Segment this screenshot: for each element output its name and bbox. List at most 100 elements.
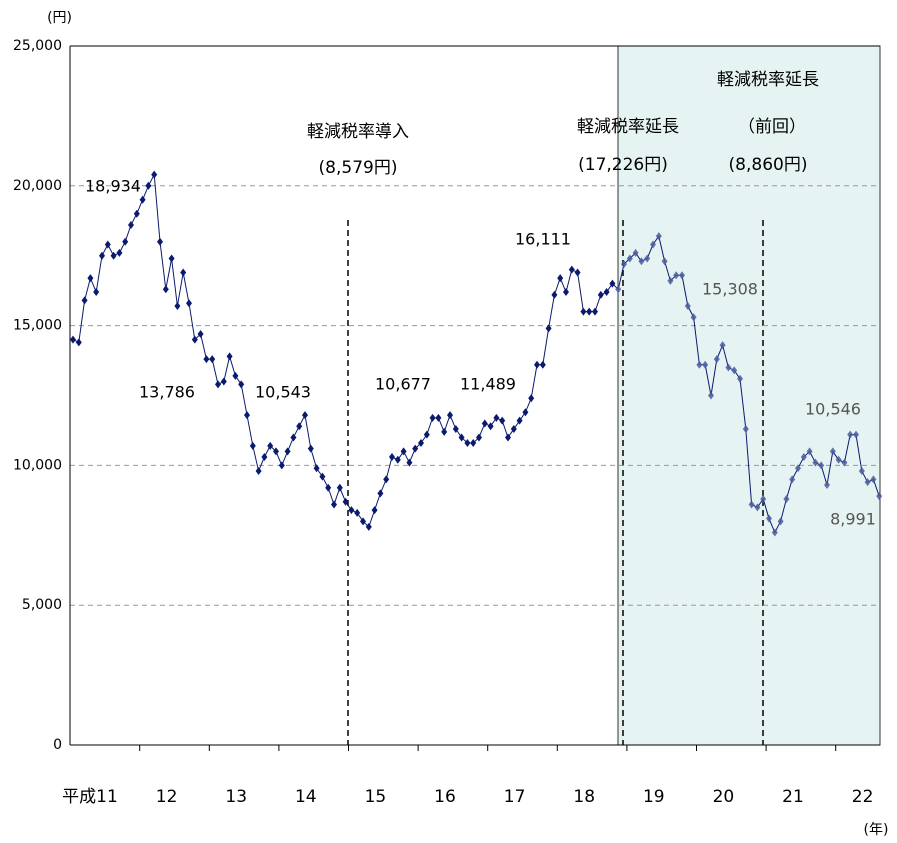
data-point (342, 497, 349, 506)
data-point (197, 329, 204, 338)
x-tick-label: 18 (573, 787, 595, 807)
annotation: 軽減税率延長 (717, 70, 819, 90)
x-tick-label: 21 (782, 787, 804, 807)
data-point (818, 461, 825, 470)
y-tick-label: 15,000 (13, 318, 62, 334)
x-tick-label: 14 (295, 787, 317, 807)
data-point (725, 363, 732, 372)
data-point (667, 276, 674, 285)
data-point (168, 254, 175, 263)
data-point (383, 475, 390, 484)
data-point (429, 413, 436, 422)
data-point (244, 411, 250, 420)
data-point (273, 447, 279, 456)
annotation: (8,860円) (729, 155, 808, 175)
data-point (319, 472, 326, 481)
data-point (336, 483, 343, 492)
data-point (75, 338, 82, 347)
data-point (574, 268, 581, 277)
data-point (638, 257, 645, 266)
y-tick-label: 25,000 (13, 38, 62, 54)
data-point (737, 374, 743, 383)
data-point (806, 447, 813, 456)
data-point (151, 170, 158, 179)
data-point (684, 302, 691, 311)
data-point (331, 500, 337, 509)
data-point (864, 478, 871, 487)
data-point (389, 453, 395, 462)
shaded-period (618, 46, 880, 745)
data-point (70, 335, 76, 344)
data-point (534, 360, 540, 369)
data-point (400, 447, 407, 456)
data-point (621, 260, 627, 269)
data-point (87, 274, 94, 283)
data-label: 10,677 (375, 375, 431, 394)
data-point (528, 394, 535, 403)
data-point (452, 425, 459, 434)
data-point (267, 441, 274, 450)
x-tick-label: 20 (713, 787, 735, 807)
data-point (447, 411, 453, 420)
data-point (853, 430, 859, 439)
data-point (870, 475, 877, 484)
data-point (777, 517, 784, 526)
x-tick-label: 13 (225, 787, 247, 807)
data-label: 10,546 (805, 400, 861, 419)
data-point (470, 439, 477, 448)
data-point (505, 433, 511, 442)
data-point (719, 341, 726, 350)
data-point (824, 480, 830, 489)
data-point (789, 475, 796, 484)
data-point (551, 290, 558, 299)
data-point (435, 413, 442, 422)
data-point (360, 517, 366, 526)
data-point (418, 439, 424, 448)
data-point (713, 355, 720, 364)
data-point (539, 360, 546, 369)
data-point (145, 181, 152, 190)
x-tick-label: 15 (365, 787, 387, 807)
data-point (191, 335, 198, 344)
data-point (313, 464, 320, 473)
annotation: (17,226円) (578, 155, 668, 175)
annotation: 軽減税率導入 (307, 122, 409, 142)
data-point (563, 288, 569, 297)
data-point (325, 483, 332, 492)
data-point (226, 352, 233, 361)
data-point (278, 461, 285, 470)
x-tick-label: 17 (504, 787, 526, 807)
data-point (754, 503, 761, 512)
data-point (423, 430, 430, 439)
data-point (708, 391, 714, 400)
data-point (302, 411, 308, 420)
data-point (597, 290, 604, 299)
data-point (238, 380, 245, 389)
data-point (365, 522, 372, 531)
data-point (458, 433, 465, 442)
data-point (644, 254, 651, 263)
data-point (104, 240, 111, 249)
data-point (545, 324, 552, 333)
data-point (557, 274, 564, 283)
data-point (284, 447, 291, 456)
data-point (615, 285, 622, 294)
x-tick-label: 12 (156, 787, 178, 807)
data-point (673, 271, 680, 280)
data-point (742, 425, 749, 434)
data-point (203, 355, 210, 364)
data-point (847, 430, 854, 439)
data-point (354, 508, 361, 517)
data-label: 10,543 (255, 383, 311, 402)
data-label: 13,786 (139, 383, 195, 402)
x-unit: (年) (864, 822, 889, 838)
y-tick-label: 10,000 (13, 457, 62, 473)
data-point (232, 371, 239, 380)
data-point (592, 307, 598, 316)
data-point (255, 466, 262, 475)
data-point (876, 492, 883, 501)
data-point (215, 380, 221, 389)
data-point (696, 360, 703, 369)
data-label: 16,111 (515, 230, 571, 249)
